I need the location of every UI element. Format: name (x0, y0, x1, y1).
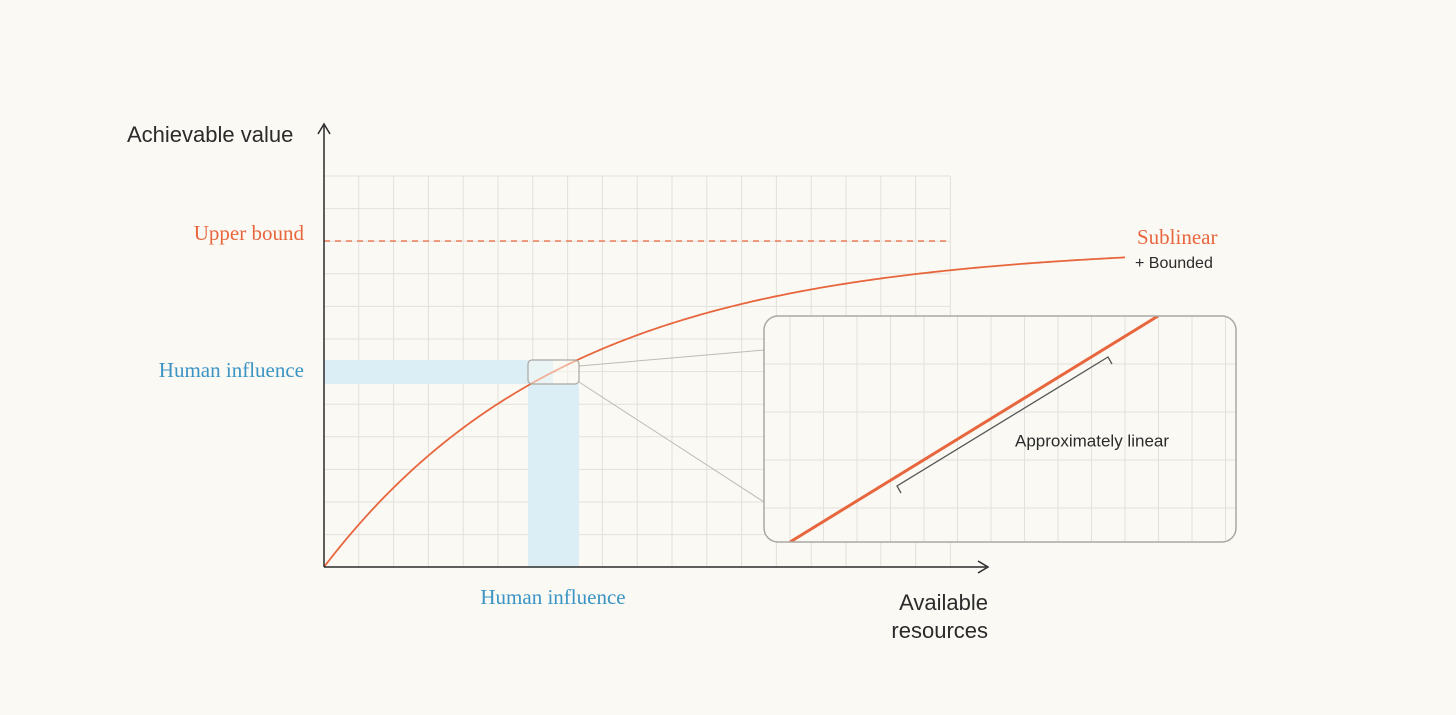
curve-sublabel: + Bounded (1135, 255, 1213, 272)
x-axis-label: resources (891, 618, 988, 643)
x-axis-label: Available (899, 590, 988, 615)
human-influence-band-y (324, 360, 553, 384)
zoom-connector (578, 349, 765, 367)
inset-label: Approximately linear (1015, 431, 1169, 450)
sublinear-curve (323, 256, 1126, 568)
y-axis-arrow (317, 122, 331, 135)
human-influence-label: Human influence (480, 585, 625, 609)
linear-bracket (896, 356, 1113, 494)
zoom-box (527, 359, 580, 385)
inset-frame (763, 315, 1237, 543)
human-influence-band-x (528, 384, 579, 567)
zoom-connector (578, 381, 765, 503)
inset-line (789, 316, 1159, 542)
human-influence-label: Human influence (159, 358, 304, 382)
y-axis-label: Achievable value (127, 122, 293, 147)
curve-label: Sublinear (1137, 225, 1217, 249)
upper-bound-label: Upper bound (194, 221, 305, 245)
x-axis-arrow (977, 560, 990, 574)
